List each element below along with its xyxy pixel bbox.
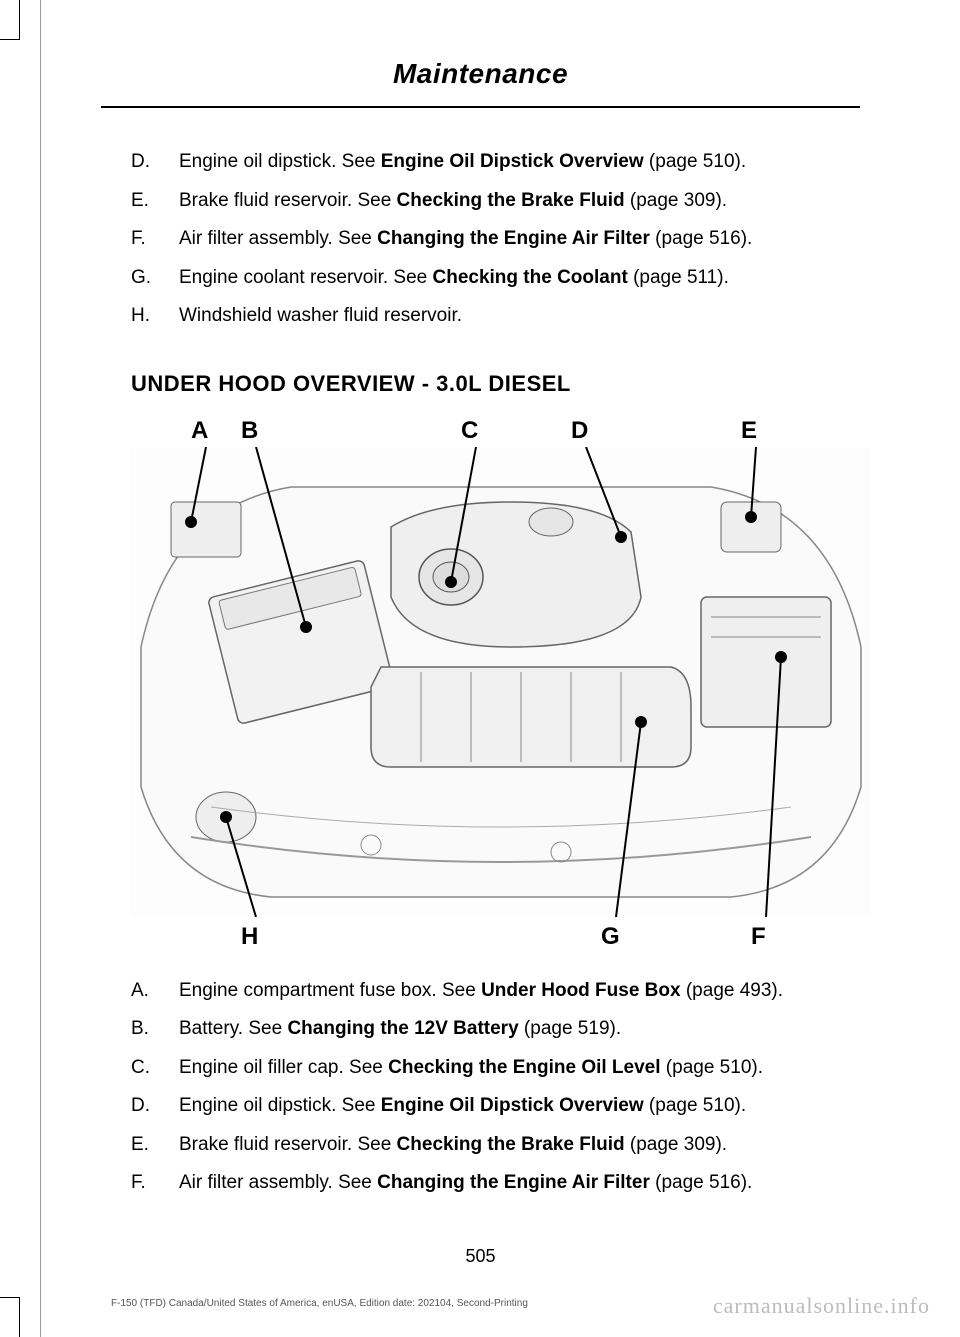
diagram-labels-top: A B C D E xyxy=(131,417,871,447)
diagram-label: C xyxy=(461,417,478,445)
list-letter: D. xyxy=(131,1092,179,1121)
list-letter: A. xyxy=(131,977,179,1006)
diagram-label: B xyxy=(241,417,258,445)
list-letter: F. xyxy=(131,1169,179,1198)
list-letter: B. xyxy=(131,1015,179,1044)
list-item: F.Air filter assembly. See Changing the … xyxy=(131,225,830,254)
diagram-label: H xyxy=(241,923,258,951)
page-number: 505 xyxy=(41,1246,920,1267)
engine-diagram: A B C D E xyxy=(131,417,871,947)
list-text: Air filter assembly. See Changing the En… xyxy=(179,225,830,254)
list-text: Engine oil filler cap. See Checking the … xyxy=(179,1054,830,1083)
list-text: Brake fluid reservoir. See Checking the … xyxy=(179,1131,830,1160)
watermark: carmanualsonline.info xyxy=(713,1293,930,1319)
page-frame: Maintenance D.Engine oil dipstick. See E… xyxy=(40,0,920,1337)
diagram-labels-bottom: HGF xyxy=(131,917,871,947)
diagram-label: E xyxy=(741,417,757,445)
page-content: D.Engine oil dipstick. See Engine Oil Di… xyxy=(41,108,920,1198)
list-item: B.Battery. See Changing the 12V Battery … xyxy=(131,1015,830,1044)
list-text: Windshield washer fluid reservoir. xyxy=(179,302,830,331)
list-item: E.Brake fluid reservoir. See Checking th… xyxy=(131,1131,830,1160)
list-item: C.Engine oil filler cap. See Checking th… xyxy=(131,1054,830,1083)
list-item: H.Windshield washer fluid reservoir. xyxy=(131,302,830,331)
bottom-list: A.Engine compartment fuse box. See Under… xyxy=(131,977,830,1198)
list-letter: E. xyxy=(131,1131,179,1160)
engine-svg xyxy=(131,447,871,917)
page-title: Maintenance xyxy=(41,58,920,90)
list-letter: E. xyxy=(131,187,179,216)
list-letter: H. xyxy=(131,302,179,331)
list-letter: G. xyxy=(131,264,179,293)
top-list: D.Engine oil dipstick. See Engine Oil Di… xyxy=(131,148,830,331)
list-item: E.Brake fluid reservoir. See Checking th… xyxy=(131,187,830,216)
list-text: Engine oil dipstick. See Engine Oil Dips… xyxy=(179,1092,830,1121)
list-letter: D. xyxy=(131,148,179,177)
list-letter: C. xyxy=(131,1054,179,1083)
list-item: F.Air filter assembly. See Changing the … xyxy=(131,1169,830,1198)
page-header: Maintenance xyxy=(41,0,920,98)
list-item: D.Engine oil dipstick. See Engine Oil Di… xyxy=(131,1092,830,1121)
footer-metadata: F-150 (TFD) Canada/United States of Amer… xyxy=(111,1298,528,1309)
list-text: Engine coolant reservoir. See Checking t… xyxy=(179,264,830,293)
diagram-label: D xyxy=(571,417,588,445)
list-text: Brake fluid reservoir. See Checking the … xyxy=(179,187,830,216)
list-item: D.Engine oil dipstick. See Engine Oil Di… xyxy=(131,148,830,177)
list-text: Battery. See Changing the 12V Battery (p… xyxy=(179,1015,830,1044)
diagram-label: G xyxy=(601,923,620,951)
engine-illustration xyxy=(131,447,871,917)
section-title: UNDER HOOD OVERVIEW - 3.0L DIESEL xyxy=(131,371,830,397)
diagram-label: F xyxy=(751,923,766,951)
list-text: Air filter assembly. See Changing the En… xyxy=(179,1169,830,1198)
list-text: Engine oil dipstick. See Engine Oil Dips… xyxy=(179,148,830,177)
list-item: A.Engine compartment fuse box. See Under… xyxy=(131,977,830,1006)
crop-mark-tl xyxy=(0,0,20,40)
list-text: Engine compartment fuse box. See Under H… xyxy=(179,977,830,1006)
list-item: G.Engine coolant reservoir. See Checking… xyxy=(131,264,830,293)
list-letter: F. xyxy=(131,225,179,254)
diagram-label: A xyxy=(191,417,208,445)
crop-mark-bl xyxy=(0,1297,20,1337)
